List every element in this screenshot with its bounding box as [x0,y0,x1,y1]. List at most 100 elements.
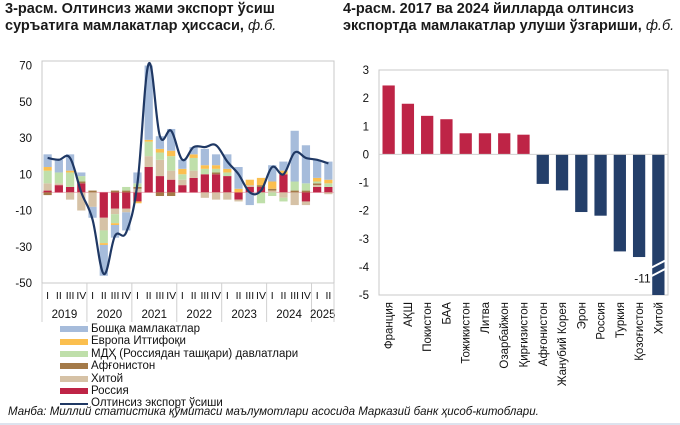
chart1-bar-segment [54,159,63,173]
chart1-bar-segment [189,157,198,171]
chart1-bar-segment [189,170,198,178]
chart2-ytick: -4 [359,262,370,274]
chart1-quarter-label: II [56,290,62,302]
chart2-bar [613,154,626,252]
chart1-quarter-label: III [290,290,299,302]
chart1-bar-segment [290,192,299,206]
chart1-bar-segment [268,165,277,182]
chart1-quarter-label: IV [166,290,176,302]
legend-swatch [60,338,88,345]
chart1-bar-segment [178,179,187,186]
chart1-bar-segment [245,185,254,187]
chart1-bar-segment [200,174,209,193]
chart1-quarter-label: II [325,290,331,302]
chart1-quarter-label: IV [121,290,131,302]
chart1-bar-segment [88,206,97,218]
chart1-bar-segment [268,192,277,197]
chart2-bar [632,154,646,258]
chart1-bar-segment [99,230,108,244]
legend-item: МДҲ (Россиядан ташқари) давлатлари [60,348,298,360]
chart1-bar-segment [268,181,277,189]
chart1-bar-segment [99,192,108,218]
chart2-ytick: -1 [359,178,369,190]
chart1-bar-segment [313,183,322,186]
chart2-ytick: -5 [359,290,369,302]
chart1-bar-segment [234,192,243,200]
chart1-bar-segment [43,154,52,168]
chart1-quarter-label: II [191,290,197,302]
chart1-bar-segment [65,154,75,171]
chart1-bar-segment [279,161,288,171]
chart1-bar-segment [211,165,221,169]
legend-label: Афғонистон [91,360,156,373]
chart2-category-label: Покистон [422,302,434,352]
chart1-bar-segment [223,168,232,173]
chart1-bar-segment [43,167,52,171]
chart2-bar [517,134,530,155]
chart1-bar-segment [155,152,165,160]
chart1-bar-segment [324,186,333,193]
chart1-title: 3-расм. Олтинсиз жами экспорт ўсиш суръа… [5,1,277,34]
chart1-bar-segment [313,181,322,184]
legend-item: Олтинсиз экспорт ўсиши [60,397,298,409]
chart1-year-label: 2024 [276,309,302,321]
chart2-ytick: -2 [359,206,369,218]
chart1-bar-segment [133,192,142,202]
chart1-bar-segment [301,190,311,193]
chart1-quarter-label: III [111,290,120,302]
legend-item: Европа Иттифоқи [60,335,298,347]
chart1-bar-segment [54,185,63,193]
chart1-bar-segment [155,148,165,153]
chart2-annotation: -11 [634,271,651,285]
chart1-bar-segment [110,192,120,209]
chart1-year-label: 2023 [231,309,257,321]
chart1-bar-segment [200,192,209,198]
chart2-category-label: Эрон [576,302,588,329]
chart1-bar-segment [99,217,108,231]
chart2-axis-break [649,258,667,270]
chart1-bar-segment [54,172,63,184]
chart1-bar-segment [256,192,266,204]
chart2-category-label: БАА [441,302,453,325]
chart1-bar-segment [189,147,198,155]
chart1-bar-segment [313,159,322,178]
chart2-category-label: Қозоғистон [634,302,646,361]
chart1-bar-segment [155,136,165,149]
chart2-ytick: -3 [359,234,369,246]
chart1-bar-segment [99,243,108,245]
chart1-quarter-label: IV [301,290,311,302]
chart2-bar [478,133,492,155]
chart2-category-label: Озарбайжон [499,302,511,369]
chart1-ytick: 70 [19,61,32,73]
legend-item: Афғонистон [60,360,298,372]
chart2-bar [382,85,395,155]
chart1-bar-segment [200,165,209,169]
chart1-bar-segment [99,244,108,276]
chart1-quarter-label: I [136,290,139,302]
chart1-bar-segment [122,190,131,193]
chart2-bar [421,115,434,155]
source-note: Манба: Миллий статистика қўмитаси маълум… [8,406,539,418]
chart1-quarter-label: IV [211,290,221,302]
chart1-year-label: 2025 [310,309,336,321]
chart1-ytick: -50 [15,278,32,290]
chart1-bar-segment [234,199,243,202]
chart1-bar-segment [110,223,120,226]
chart1-year-label: 2019 [52,309,78,321]
chart1-quarter-label: I [226,290,229,302]
chart2-ytick: 0 [363,149,369,161]
chart1-bar-segment [43,192,52,196]
chart1-bar-segment [189,177,198,193]
chart1-bar-segment [290,181,299,191]
chart1-bar-segment [211,154,221,166]
chart2-bar [652,154,665,295]
chart1-bar-segment [178,185,187,193]
chart1-frame [41,60,335,284]
chart1-ytick: -10 [15,206,32,218]
chart1-bar-segment [324,192,333,195]
chart1-bar-segment [211,192,221,200]
legend-label: МДҲ (Россиядан ташқари) давлатлари [91,347,299,360]
legend-item: Хитой [60,373,298,385]
chart1-bar-segment [200,168,209,175]
chart2-category-label: Франция [384,302,396,349]
